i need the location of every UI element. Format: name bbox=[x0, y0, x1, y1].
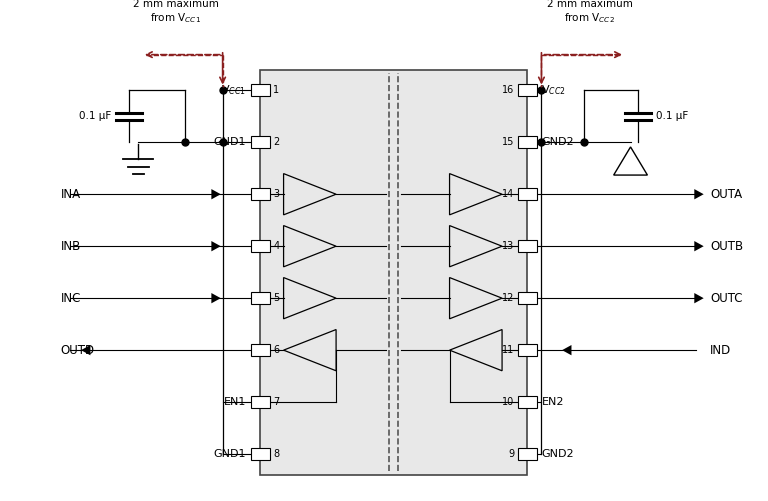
Text: 0.1 μF: 0.1 μF bbox=[656, 111, 688, 121]
Text: 8: 8 bbox=[273, 449, 280, 459]
Polygon shape bbox=[694, 241, 703, 252]
Text: 11: 11 bbox=[502, 345, 515, 355]
Text: 5: 5 bbox=[273, 293, 280, 303]
Text: 1: 1 bbox=[273, 85, 280, 95]
Polygon shape bbox=[562, 345, 571, 355]
Polygon shape bbox=[211, 241, 220, 252]
Text: 0.1 μF: 0.1 μF bbox=[79, 111, 111, 121]
Polygon shape bbox=[694, 189, 703, 199]
Text: GND2: GND2 bbox=[541, 449, 574, 459]
Text: 3: 3 bbox=[273, 189, 280, 199]
Bar bbox=[260, 70, 528, 475]
Text: 10: 10 bbox=[502, 397, 515, 407]
Bar bbox=[251, 136, 270, 148]
Text: V$_{CC1}$: V$_{CC1}$ bbox=[221, 83, 246, 97]
Bar bbox=[251, 84, 270, 96]
Text: EN2: EN2 bbox=[541, 397, 564, 407]
Text: GND1: GND1 bbox=[214, 449, 246, 459]
Text: INB: INB bbox=[61, 239, 81, 253]
Text: OUTD: OUTD bbox=[61, 344, 94, 357]
Text: INC: INC bbox=[61, 292, 81, 305]
Text: 12: 12 bbox=[502, 293, 515, 303]
Text: 4: 4 bbox=[273, 241, 280, 251]
Text: 9: 9 bbox=[508, 449, 515, 459]
Polygon shape bbox=[211, 293, 220, 303]
Text: 15: 15 bbox=[502, 137, 515, 147]
Bar bbox=[518, 188, 537, 200]
Bar bbox=[251, 448, 270, 460]
Text: 7: 7 bbox=[273, 397, 280, 407]
Text: 14: 14 bbox=[502, 189, 515, 199]
Bar bbox=[251, 240, 270, 253]
Bar bbox=[251, 188, 270, 200]
Bar bbox=[518, 396, 537, 408]
Text: 2 mm maximum
from V$_{CC1}$: 2 mm maximum from V$_{CC1}$ bbox=[133, 0, 219, 25]
Text: OUTB: OUTB bbox=[710, 239, 743, 253]
Bar bbox=[518, 344, 537, 356]
Text: OUTA: OUTA bbox=[710, 188, 743, 201]
Bar bbox=[518, 292, 537, 304]
Text: 6: 6 bbox=[273, 345, 280, 355]
Polygon shape bbox=[211, 189, 220, 199]
Text: GND2: GND2 bbox=[541, 137, 574, 147]
Text: EN1: EN1 bbox=[223, 397, 246, 407]
Text: GND1: GND1 bbox=[214, 137, 246, 147]
Polygon shape bbox=[694, 293, 703, 303]
Bar bbox=[251, 396, 270, 408]
Polygon shape bbox=[81, 345, 91, 355]
Bar bbox=[518, 240, 537, 253]
Bar bbox=[518, 84, 537, 96]
Text: 2 mm maximum
from V$_{CC2}$: 2 mm maximum from V$_{CC2}$ bbox=[547, 0, 633, 25]
Text: V$_{CC2}$: V$_{CC2}$ bbox=[541, 83, 566, 97]
Bar bbox=[251, 292, 270, 304]
Bar bbox=[518, 448, 537, 460]
Bar bbox=[518, 136, 537, 148]
Text: OUTC: OUTC bbox=[710, 292, 743, 305]
Text: 2: 2 bbox=[273, 137, 280, 147]
Text: INA: INA bbox=[61, 188, 81, 201]
Bar bbox=[251, 344, 270, 356]
Text: 13: 13 bbox=[502, 241, 515, 251]
Text: IND: IND bbox=[710, 344, 731, 357]
Text: 16: 16 bbox=[502, 85, 515, 95]
